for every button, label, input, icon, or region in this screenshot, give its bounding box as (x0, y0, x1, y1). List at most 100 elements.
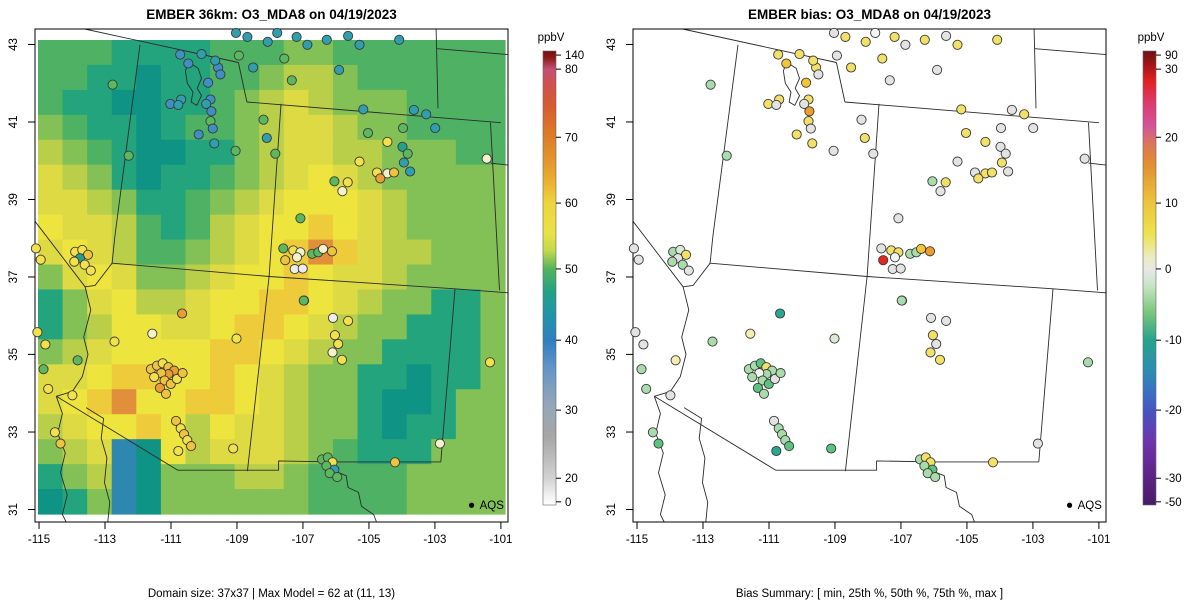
raster-cell (283, 489, 309, 515)
raster-cell (406, 289, 432, 316)
aqs-station-dot (1003, 166, 1014, 177)
aqs-station-dot (893, 213, 904, 224)
aqs-station-dot (889, 31, 900, 42)
aqs-station-dot (670, 355, 681, 366)
raster-cell (455, 439, 482, 465)
raster-cell (406, 464, 432, 490)
raster-cell (185, 489, 211, 515)
aqs-station-dot (334, 64, 345, 75)
aqs-station-dot (638, 339, 649, 350)
aqs-station-dot (286, 75, 297, 86)
raster-cell (136, 439, 162, 465)
aqs-station-dot (925, 347, 936, 358)
aqs-station-dot (261, 132, 272, 144)
raster-cell (160, 114, 187, 141)
raster-cell (234, 464, 260, 490)
aqs-station-dot (394, 34, 405, 45)
raster-cell (111, 414, 137, 440)
x-axis-tick-label: -115 (28, 534, 50, 546)
aqs-station-dot (956, 104, 967, 115)
aqs-station-dot (326, 246, 338, 257)
right-station-dots (628, 27, 1094, 483)
y-axis-tick-label: 39 (606, 193, 618, 206)
raster-cell (210, 289, 236, 316)
raster-cell (332, 364, 359, 390)
aqs-station-dot (295, 213, 306, 224)
aqs-station-dot (995, 141, 1006, 152)
raster-cell (357, 64, 383, 91)
raster-cell (480, 239, 506, 266)
raster-cell (431, 489, 457, 515)
aqs-station-dot (925, 312, 937, 323)
aqs-station-dot (408, 104, 419, 115)
raster-cell (332, 489, 359, 515)
raster-cell (259, 339, 285, 365)
raster-cell (62, 89, 88, 116)
raster-cell (234, 239, 260, 266)
raster-cell (480, 489, 506, 515)
raster-cell (283, 364, 309, 390)
raster-cell (480, 264, 506, 291)
raster-cell (210, 164, 236, 191)
aqs-station-dot (1032, 438, 1043, 449)
aqs-station-dot (859, 132, 870, 144)
aqs-station-dot (209, 138, 220, 149)
x-axis-tick-label: -101 (1087, 534, 1110, 546)
raster-cell (234, 414, 260, 440)
aqs-station-dot (721, 150, 732, 161)
y-axis-tick-label: 37 (8, 271, 20, 284)
aqs-station-dot (147, 328, 158, 339)
raster-cell (283, 389, 309, 415)
raster-cell (62, 289, 88, 316)
raster-cell (357, 189, 383, 216)
raster-cell (111, 214, 137, 241)
aqs-station-dot (397, 123, 409, 134)
aqs-legend-label: AQS (1078, 500, 1103, 512)
raster-cell (308, 64, 334, 91)
x-axis-tick-label: -113 (692, 534, 714, 546)
raster-cell (62, 439, 88, 465)
raster-cell (185, 289, 211, 316)
raster-cell (160, 164, 187, 191)
aqs-station-dot (840, 31, 851, 42)
raster-cell (136, 464, 162, 490)
raster-cell (406, 364, 432, 390)
raster-cell (38, 214, 64, 241)
raster-cell (234, 214, 260, 241)
raster-cell (234, 189, 260, 216)
raster-cell (111, 189, 137, 216)
raster-cell (357, 239, 383, 266)
colorado-east-border (490, 122, 500, 291)
raster-cell (406, 214, 432, 241)
raster-cell (357, 339, 383, 365)
arizona-new-mexico-border (844, 276, 868, 472)
aqs-station-dot (40, 339, 51, 350)
aqs-station-dot (896, 295, 907, 306)
raster-cell (38, 114, 64, 141)
raster-cell (87, 89, 113, 116)
aqs-station-dot (667, 256, 678, 267)
raster-cell (431, 89, 457, 116)
left-panel-caption: Domain size: 37x37 | Max Model = 62 at (… (35, 549, 508, 600)
aqs-station-dot (434, 438, 445, 449)
raster-cell (210, 389, 236, 415)
aqs-station-dot (935, 186, 946, 197)
model-ozone-raster (38, 40, 506, 515)
aqs-station-dot (336, 354, 348, 365)
new-mexico-east-border (440, 288, 456, 462)
left-station-dots (30, 27, 496, 483)
aqs-station-dot (358, 104, 369, 115)
colorbar-tick-label: 30 (1165, 64, 1178, 76)
x-axis-tick-label: -103 (1021, 534, 1044, 546)
raster-cell (308, 164, 334, 191)
x-axis-tick-label: -115 (626, 534, 648, 546)
raster-cell (455, 414, 482, 440)
raster-cell (455, 89, 482, 116)
aqs-station-dot (405, 166, 416, 177)
raster-cell (136, 40, 162, 66)
raster-cell (38, 264, 64, 291)
raster-cell (455, 364, 482, 390)
colorbar-tick-label: 10 (1165, 198, 1178, 210)
raster-cell (111, 464, 137, 490)
raster-cell (406, 314, 432, 340)
